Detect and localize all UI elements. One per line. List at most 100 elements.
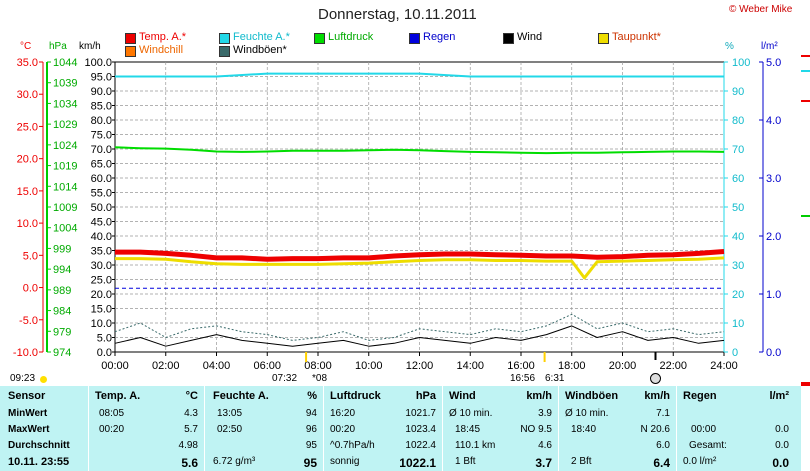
wind-axis-tick: 45.0 [91,217,112,229]
summary-header-pressure: Luftdruck [330,390,381,402]
press-axis-tick: 1019 [53,161,77,173]
humidity-axis-tick: 10 [732,318,744,330]
wind-axis-tick: 10.0 [91,318,112,330]
temp-axis-tick: 15.0 [17,186,38,198]
summary-cell: 5.7 [184,424,198,435]
summary-col-sensor: Sensor MinWert MaxWert Durchschnitt 10.1… [0,386,88,471]
legend-label-rain: Regen [423,31,456,43]
edge-indicator-bottom [801,382,810,386]
wind-axis-tick: 50.0 [91,202,112,214]
summary-divider [558,386,559,471]
wind-axis-tick: 65.0 [91,159,112,171]
legend-label-humidity: Feuchte A.* [233,31,290,43]
press-axis-tick: 1044 [53,57,77,69]
summary-cell: 16:20 [330,408,356,419]
summary-cell: 94 [305,408,317,419]
summary-cell: N 20.6 [640,424,670,435]
summary-cell: 96 [305,424,317,435]
copyright-text: © Weber Mike [729,4,793,15]
summary-cell-current: 95 [303,456,317,470]
x-axis-tick: 22:00 [659,360,687,372]
series-line-3 [114,146,725,155]
summary-unit-wind: km/h [526,390,552,402]
press-axis-tick: 979 [53,326,71,338]
legend-swatch-temp [125,33,136,44]
summary-col-pressure: Luftdruck hPa 16:20 1021.7 00:20 1023.4 … [324,386,442,471]
sunset-time: 16:56 [510,373,536,384]
summary-row-label: MaxWert [8,424,50,435]
summary-header-sensor: Sensor [8,390,46,402]
summary-unit-humidity: % [307,390,317,402]
temp-axis-tick: 35.0 [17,57,38,69]
sunset-suffix: 6:31 [545,373,565,384]
rain-axis-tick: 4.0 [766,115,781,127]
summary-cell: 1021.7 [405,408,436,419]
summary-cell: 0.0 [775,424,789,435]
x-axis-tick: 18:00 [558,360,586,372]
x-axis-tick: 24:00 [710,360,738,372]
press-axis-tick: 1034 [53,98,77,110]
wind-axis-tick: 90.0 [91,86,112,98]
summary-cell: 00:00 [691,424,717,435]
summary-cell: 1 Bft [455,456,476,467]
rain-unit-label: l/m² [761,41,778,52]
temp-axis-tick: 5.0 [23,250,38,262]
wind-axis-tick: 55.0 [91,188,112,200]
x-axis-tick: 12:00 [406,360,434,372]
x-axis-tick: 04:00 [203,360,231,372]
summary-header-gust: Windböen [565,390,619,402]
press-axis-tick: 1029 [53,119,77,131]
summary-cell: 00:20 [330,424,356,435]
summary-row-label: Durchschnitt [8,440,70,451]
summary-unit-gust: km/h [644,390,670,402]
legend-label-temp: Temp. A.* [139,31,187,43]
wind-axis-tick: 35.0 [91,246,112,258]
press-axis-tick: 989 [53,285,71,297]
press-axis-tick: 1039 [53,78,77,90]
summary-cell-current: 5.6 [181,456,198,470]
summary-cell: 4.3 [184,408,198,419]
summary-cell-current: 0.0 [772,456,789,470]
summary-cell: 7.1 [656,408,670,419]
rain-axis-tick: 1.0 [766,289,781,301]
humidity-unit-label: % [725,41,734,52]
summary-cell: NO 9.5 [520,424,552,435]
wind-axis-tick: 60.0 [91,173,112,185]
edge-indicator-red-2 [801,100,810,102]
series-line-6 [114,313,725,341]
wind-axis-tick: 5.0 [97,333,112,345]
summary-unit-rain: l/m² [769,390,789,402]
humidity-axis-tick: 90 [732,86,744,98]
humidity-axis-tick: 80 [732,115,744,127]
summary-col-humidity: Feuchte A. % 13:05 94 02:50 96 95 6.72 g… [205,386,323,471]
wind-axis-tick: 70.0 [91,144,112,156]
edge-indicator-cyan [801,70,810,72]
x-axis-tick: 14:00 [456,360,484,372]
wind-unit-label: km/h [79,41,101,52]
summary-header-rain: Regen [683,390,717,402]
summary-col-rain: Regen l/m² 00:00 0.0 Gesamt: 0.0 0.0 l/m… [677,386,795,471]
summary-divider [323,386,324,471]
humidity-axis-tick: 100 [732,57,750,69]
summary-row-label: MinWert [8,408,48,419]
summary-cell: 0.0 l/m² [683,456,717,467]
summary-cell-current: 3.7 [535,456,552,470]
summary-header-wind: Wind [449,390,476,402]
summary-cell: 4.98 [178,440,198,451]
legend-swatch-rain [409,33,420,44]
rain-axis-tick: 3.0 [766,173,781,185]
legend-swatch-pressure [314,33,325,44]
legend-swatch-gust [219,46,230,57]
x-axis-tick: 10:00 [355,360,383,372]
x-axis-tick: 08:00 [304,360,332,372]
x-axis-tick: 16:00 [507,360,535,372]
legend-label-windchill: Windchill [139,44,184,56]
humidity-axis-tick: 30 [732,260,744,272]
wind-axis-tick: 95.0 [91,72,112,84]
humidity-axis-tick: 0 [732,347,738,359]
chart-title: Donnerstag, 10.11.2011 [318,6,477,23]
humidity-axis-tick: 50 [732,202,744,214]
summary-divider [676,386,677,471]
summary-cell: ^0.7hPa/h [330,440,375,451]
summary-unit-temp: °C [185,390,198,402]
